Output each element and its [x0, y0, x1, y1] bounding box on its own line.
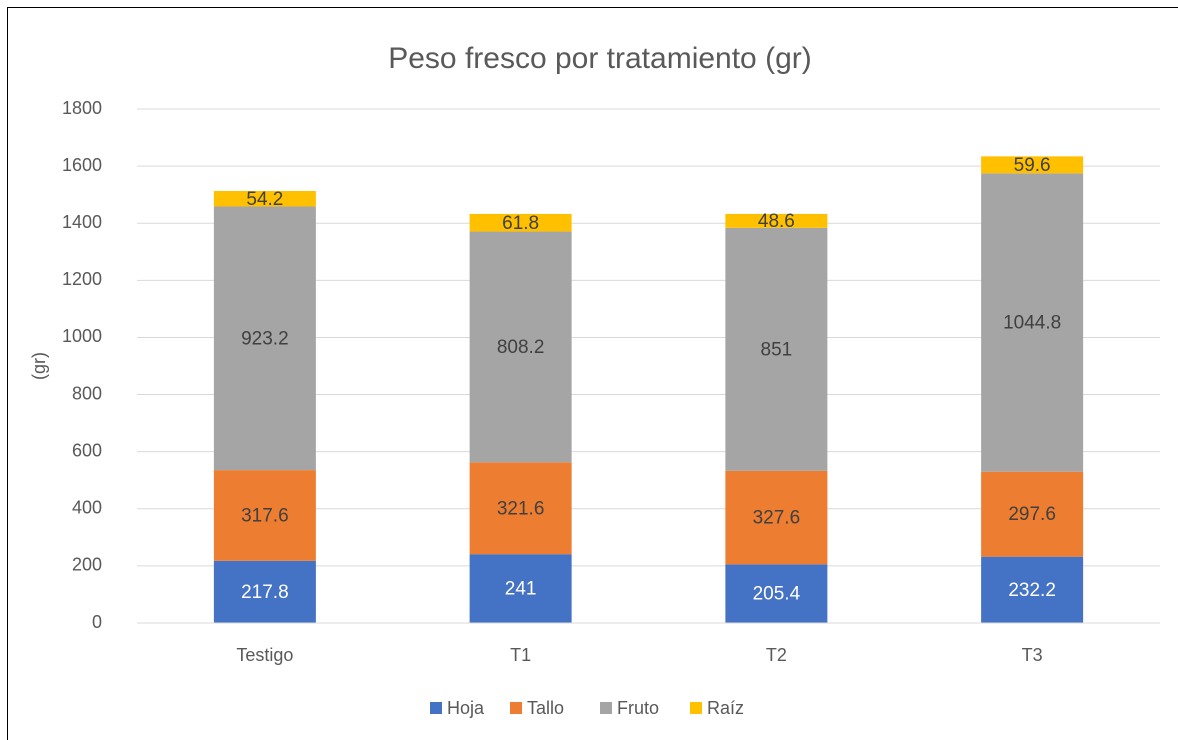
- y-tick-label: 800: [72, 383, 102, 403]
- bar-segment: [981, 556, 1084, 623]
- data-label: 1044.8: [1003, 313, 1061, 334]
- data-label: 297.6: [1008, 504, 1056, 525]
- data-label: 48.6: [758, 211, 795, 232]
- x-tick-label: T3: [1022, 645, 1043, 665]
- legend-label: Fruto: [617, 698, 659, 718]
- legend-swatch: [430, 702, 442, 714]
- bar-segment: [213, 560, 316, 623]
- legend-label: Tallo: [527, 698, 564, 718]
- data-label: 327.6: [753, 508, 801, 529]
- y-axis-label: (gr): [29, 352, 49, 380]
- data-label: 321.6: [497, 498, 545, 519]
- bar-segment: [469, 462, 572, 555]
- y-tick-label: 600: [72, 440, 102, 460]
- data-label: 232.2: [1008, 580, 1056, 601]
- data-label: 241: [505, 579, 537, 600]
- bar-segment: [725, 213, 828, 228]
- x-tick-label: T2: [766, 645, 787, 665]
- bar-segment: [469, 554, 572, 623]
- bar-segment: [981, 173, 1084, 472]
- data-label: 808.2: [497, 337, 545, 358]
- legend-swatch: [510, 702, 522, 714]
- y-tick-label: 1000: [62, 326, 102, 346]
- x-tick-label: Testigo: [236, 645, 293, 665]
- data-label: 217.8: [241, 582, 289, 603]
- bar-segment: [981, 156, 1084, 174]
- y-tick-label: 1200: [62, 269, 102, 289]
- legend-swatch: [690, 702, 702, 714]
- y-tick-label: 200: [72, 555, 102, 575]
- bar-segment: [725, 564, 828, 623]
- legend-label: Raíz: [707, 698, 744, 718]
- legend-label: Hoja: [447, 698, 485, 718]
- y-tick-label: 1400: [62, 212, 102, 232]
- y-tick-label: 0: [92, 612, 102, 632]
- data-label: 59.6: [1014, 155, 1051, 176]
- chart-border: [7, 7, 1178, 740]
- data-label: 317.6: [241, 505, 289, 526]
- bar-segment: [725, 227, 828, 471]
- y-tick-label: 1600: [62, 155, 102, 175]
- bar-segment: [213, 470, 316, 561]
- data-label: 205.4: [753, 584, 801, 605]
- legend-swatch: [600, 702, 612, 714]
- data-label: 61.8: [502, 213, 539, 234]
- data-label: 54.2: [246, 189, 283, 210]
- chart-title: Peso fresco por tratamiento (gr): [388, 42, 812, 75]
- data-label: 923.2: [241, 328, 289, 349]
- data-label: 851: [761, 339, 793, 360]
- bar-segment: [213, 191, 316, 207]
- y-tick-label: 400: [72, 498, 102, 518]
- bar-segment: [469, 213, 572, 232]
- bar-segment: [725, 470, 828, 565]
- bar-segment: [981, 471, 1084, 557]
- y-tick-label: 1800: [62, 98, 102, 118]
- bar-segment: [213, 206, 316, 471]
- bar-segment: [469, 231, 572, 463]
- x-tick-label: T1: [510, 645, 531, 665]
